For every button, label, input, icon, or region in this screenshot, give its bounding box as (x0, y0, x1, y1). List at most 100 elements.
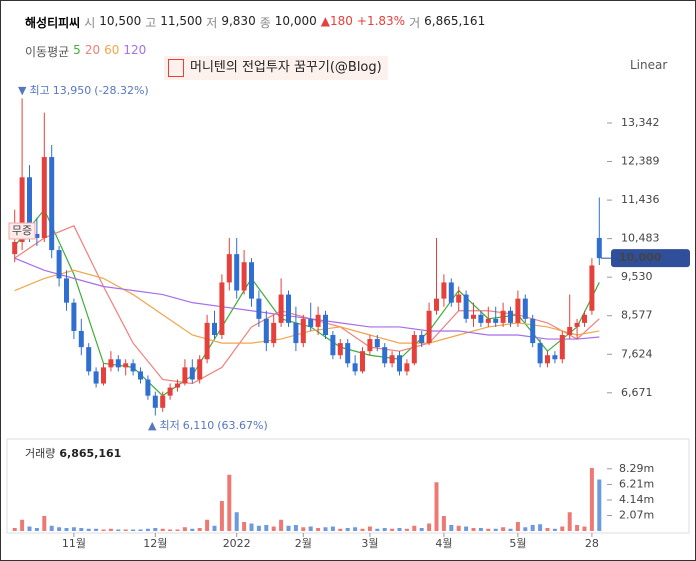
volume-bar (34, 528, 39, 531)
volume-bar (160, 528, 165, 531)
volume-bar (64, 528, 69, 531)
candle-body (397, 355, 402, 372)
volume-bar (116, 529, 121, 531)
candle-body (448, 282, 454, 303)
volume-bar (471, 528, 476, 531)
candle-body (300, 318, 306, 344)
y-tick-label: 7,624 (621, 347, 653, 360)
y-tick-label: 12,389 (621, 155, 660, 168)
volume-bar (449, 525, 454, 531)
candle-body (596, 237, 602, 259)
volume-bar (316, 528, 321, 531)
volume-bar (94, 528, 99, 531)
volume-bar (345, 528, 350, 531)
annotation-value: 13,950 (53, 84, 92, 97)
field-label: 저 (206, 16, 218, 30)
volume-bar (538, 524, 543, 531)
volume-bar (493, 528, 498, 531)
legend-entry: 60 (104, 43, 120, 57)
candle-body (330, 335, 336, 356)
candle-body (352, 363, 358, 372)
candle-body (426, 310, 432, 344)
volume-bar (597, 479, 602, 531)
candle-body (160, 395, 166, 408)
x-tick-label: 11월 (62, 537, 86, 550)
candle-body (123, 363, 129, 368)
volume-bar (168, 529, 173, 531)
y-tick-label: 8,577 (621, 309, 653, 322)
volume-bar (419, 528, 424, 531)
volume-bar (182, 527, 187, 531)
candle-body (138, 371, 143, 380)
volume-bar (323, 527, 328, 531)
candle-body (493, 318, 499, 323)
volume-bar (301, 527, 306, 531)
volume-bar (353, 527, 358, 531)
candle-body (263, 318, 269, 344)
volume-bar (20, 519, 25, 531)
volume-bar (190, 528, 195, 531)
field-label: 시 (84, 16, 96, 30)
candle-body (456, 294, 462, 303)
candle-body (145, 379, 151, 396)
volume-bar (49, 525, 54, 531)
volume-bar (145, 528, 150, 531)
legend-entry: 120 (123, 43, 147, 57)
candle-body (345, 343, 351, 364)
volume-bar (501, 527, 506, 531)
candle-body (212, 322, 217, 336)
volume-bar (360, 528, 365, 531)
volume-tick-label: 8.29m (619, 462, 654, 475)
volume-bar (138, 529, 143, 531)
y-tick-label: 9,530 (621, 270, 653, 283)
x-tick-label: 3월 (361, 537, 378, 550)
candle-body (249, 262, 254, 299)
candle-body (434, 298, 439, 311)
candle-body (545, 355, 550, 364)
candle-body (485, 318, 491, 323)
candle-body (175, 383, 180, 388)
field-value: 10,000 (274, 14, 317, 28)
volume-bar (434, 482, 439, 531)
change-pct: +1.83% (356, 14, 406, 28)
candle-body (56, 250, 62, 279)
candle-body (41, 157, 47, 238)
candle-body (234, 254, 240, 291)
scale-toggle[interactable]: Linear (630, 58, 668, 72)
candle-body (64, 278, 69, 303)
field-label: 거 (409, 16, 421, 30)
volume-bar (375, 528, 380, 531)
annotation: ▼ 최고 13,950 (-28.32%) (18, 84, 149, 97)
candle-body (419, 335, 425, 344)
volume-bar (530, 525, 535, 531)
volume-bar (567, 512, 572, 531)
y-tick-label: 11,436 (621, 193, 660, 206)
candle-body (315, 314, 321, 327)
volume-bar (397, 528, 402, 531)
event-box (8, 222, 36, 240)
candle-body (19, 177, 25, 242)
candle-body (271, 322, 277, 344)
volume-bar (175, 529, 180, 531)
x-tick-label: 2022 (223, 537, 251, 550)
candle-body (286, 294, 291, 323)
watermark-text: 머니텐의 전업투자 꿈꾸기(@Blog) (190, 60, 382, 75)
volume-bar (264, 525, 269, 531)
volume-panel (6, 438, 690, 534)
candle-body (34, 233, 40, 238)
annotation-marker: ▼ (18, 84, 27, 97)
volume-bar (508, 528, 513, 531)
volume-bar (227, 474, 232, 531)
candle-body (574, 322, 580, 327)
volume-bar (441, 516, 446, 531)
candle-body (152, 395, 158, 408)
volume-bar (71, 527, 76, 531)
candle-body (500, 310, 506, 323)
candle-body (293, 322, 299, 344)
volume-bar (86, 528, 91, 531)
ma-line (14, 269, 600, 344)
candle-body (337, 343, 343, 356)
candle-body (559, 335, 565, 360)
